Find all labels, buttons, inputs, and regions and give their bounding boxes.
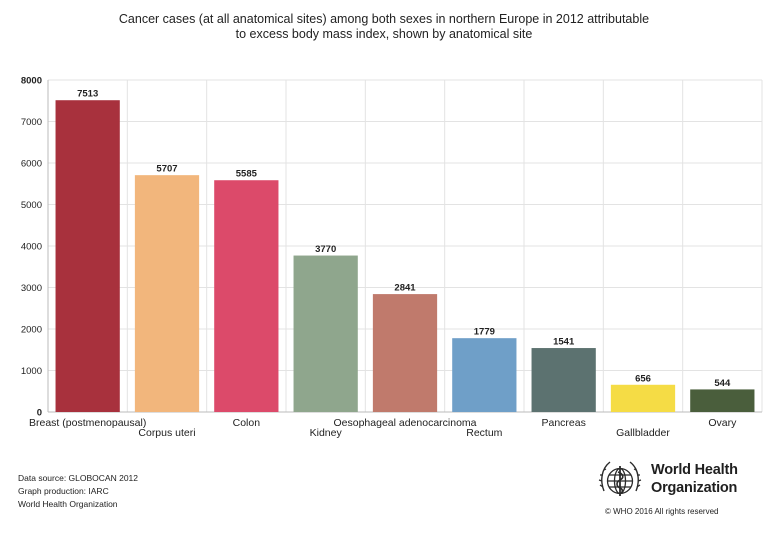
bar (531, 348, 596, 412)
y-tick-label: 8000 (21, 76, 42, 87)
data-label: 1779 (474, 327, 495, 338)
data-source-note: Data source: GLOBOCAN 2012 (18, 473, 139, 483)
bar (372, 294, 438, 412)
y-tick-label: 7000 (21, 117, 42, 128)
bar (134, 175, 200, 412)
data-labels: 7513 5707 5585 3770 2841 1779 1541 656 544 (77, 89, 731, 389)
category-label: Oesophageal adenocarcinoma (333, 417, 476, 429)
who-name-line-1: World Health (651, 462, 738, 478)
bar (214, 180, 279, 412)
graph-production-note: Graph production: IARC (18, 486, 109, 496)
category-label: Breast (postmenopausal) (29, 417, 146, 429)
data-label: 7513 (77, 89, 98, 100)
category-label: Kidney (310, 427, 343, 439)
y-tick-label: 2000 (21, 325, 42, 336)
category-label: Pancreas (541, 417, 585, 429)
bars (55, 100, 755, 412)
copyright-note: © WHO 2016 All rights reserved (605, 507, 719, 516)
y-tick-label: 3000 (21, 283, 42, 294)
who-name-line-2: Organization (651, 480, 738, 496)
data-label: 5707 (156, 164, 177, 175)
y-tick-label: 5000 (21, 200, 42, 211)
category-labels: Breast (postmenopausal)Corpus uteri Colon… (29, 417, 737, 439)
bar (690, 389, 755, 412)
y-tick-label: 4000 (21, 242, 42, 253)
bar (610, 384, 676, 412)
y-tick-label: 1000 (21, 366, 42, 377)
category-label: Colon (233, 417, 261, 429)
bar (55, 100, 120, 412)
bar (452, 338, 517, 412)
y-tick-label: 0 (37, 408, 42, 419)
data-label: 5585 (236, 169, 258, 180)
category-label: Corpus uteri (138, 427, 195, 439)
data-label: 2841 (394, 283, 416, 294)
organization-note: World Health Organization (18, 499, 118, 509)
data-label: 1541 (553, 337, 575, 348)
data-label: 656 (635, 373, 651, 384)
data-label: 3770 (315, 244, 336, 255)
category-label: Rectum (466, 427, 502, 439)
chart-title: Cancer cases (at all anatomical sites) a… (0, 12, 768, 42)
bar (293, 255, 358, 412)
y-tick-label: 6000 (21, 159, 42, 170)
data-label: 544 (714, 378, 731, 389)
category-label: Gallbladder (616, 427, 670, 439)
category-label: Ovary (708, 417, 737, 429)
chart-title-line-1: Cancer cases (at all anatomical sites) a… (118, 12, 650, 26)
who-emblem-icon (598, 461, 642, 496)
chart-title-line-2: to excess body mass index, shown by anat… (235, 27, 533, 41)
